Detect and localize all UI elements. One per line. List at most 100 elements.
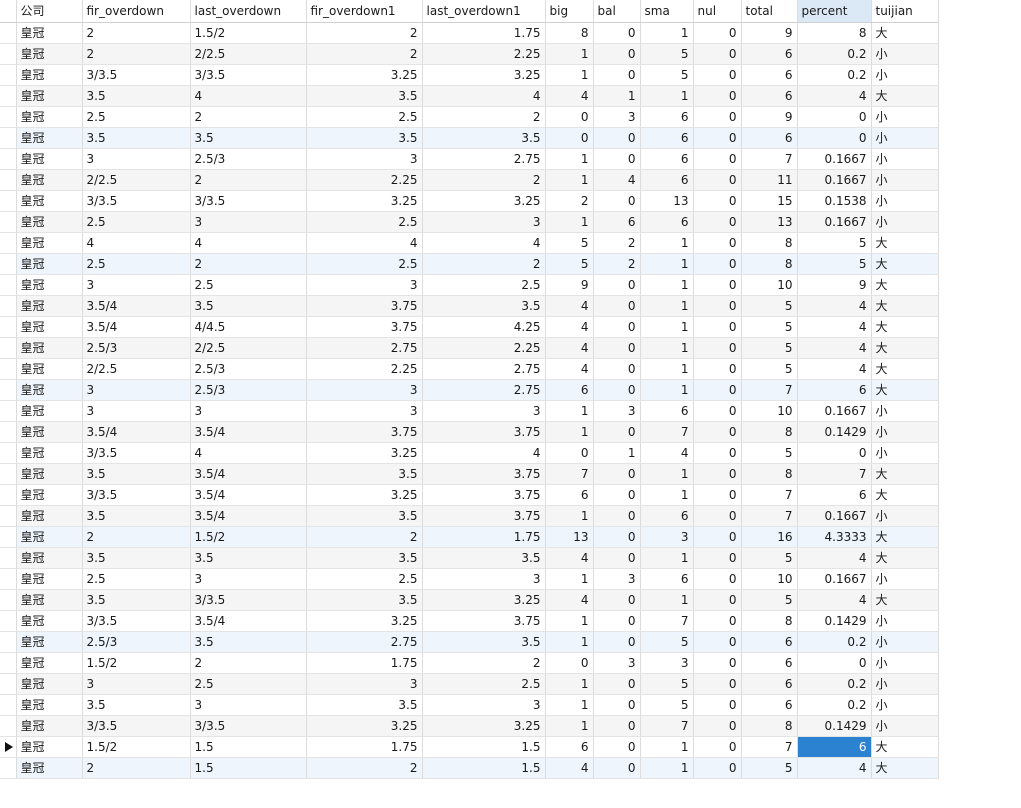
row-indicator[interactable]: [0, 421, 17, 443]
cell-bal[interactable]: 0: [593, 631, 641, 653]
cell-fir-overdown[interactable]: 2.5: [82, 211, 191, 233]
cell-total[interactable]: 8: [741, 253, 798, 275]
cell-last-overdown[interactable]: 1.5: [190, 757, 307, 779]
cell-nul[interactable]: 0: [693, 190, 742, 212]
cell-big[interactable]: 7: [545, 463, 594, 485]
cell-fir-overdown[interactable]: 2: [82, 43, 191, 65]
cell-nul[interactable]: 0: [693, 652, 742, 674]
cell-company[interactable]: 皇冠: [16, 400, 83, 422]
cell-big[interactable]: 1: [545, 169, 594, 191]
cell-big[interactable]: 4: [545, 547, 594, 569]
row-indicator[interactable]: [0, 463, 17, 485]
cell-sma[interactable]: 7: [640, 610, 694, 632]
cell-big[interactable]: 1: [545, 631, 594, 653]
cell-fir-overdown[interactable]: 2.5/3: [82, 337, 191, 359]
cell-bal[interactable]: 0: [593, 190, 641, 212]
cell-big[interactable]: 4: [545, 589, 594, 611]
cell-fir-overdown[interactable]: 3.5: [82, 85, 191, 107]
cell-tuijian[interactable]: 大: [871, 22, 939, 44]
cell-bal[interactable]: 0: [593, 316, 641, 338]
table-row[interactable]: 皇冠 3.5/4 3.5 3.75 3.5 4 0 1 0 5 4 大: [0, 295, 939, 317]
cell-last-overdown[interactable]: 2/2.5: [190, 337, 307, 359]
cell-big[interactable]: 0: [545, 106, 594, 128]
cell-fir-overdown[interactable]: 2.5/3: [82, 631, 191, 653]
cell-last-overdown[interactable]: 1.5: [190, 736, 307, 758]
cell-percent[interactable]: 0.1429: [797, 421, 872, 443]
cell-bal[interactable]: 1: [593, 442, 641, 464]
cell-sma[interactable]: 1: [640, 589, 694, 611]
cell-big[interactable]: 8: [545, 22, 594, 44]
cell-sma[interactable]: 3: [640, 652, 694, 674]
cell-big[interactable]: 6: [545, 379, 594, 401]
cell-total[interactable]: 6: [741, 631, 798, 653]
cell-last-overdown1[interactable]: 2.25: [422, 337, 546, 359]
cell-tuijian[interactable]: 大: [871, 379, 939, 401]
cell-bal[interactable]: 0: [593, 463, 641, 485]
cell-bal[interactable]: 0: [593, 274, 641, 296]
cell-tuijian[interactable]: 小: [871, 211, 939, 233]
cell-company[interactable]: 皇冠: [16, 253, 83, 275]
cell-tuijian[interactable]: 小: [871, 106, 939, 128]
table-row[interactable]: 皇冠 2/2.5 2.5/3 2.25 2.75 4 0 1 0 5 4 大: [0, 358, 939, 380]
cell-fir-overdown1[interactable]: 3.25: [306, 715, 423, 737]
table-row[interactable]: 皇冠 3.5/4 3.5/4 3.75 3.75 1 0 7 0 8 0.1429 小: [0, 421, 939, 443]
cell-last-overdown1[interactable]: 3.75: [422, 505, 546, 527]
cell-nul[interactable]: 0: [693, 22, 742, 44]
cell-nul[interactable]: 0: [693, 484, 742, 506]
row-indicator[interactable]: [0, 526, 17, 548]
cell-fir-overdown1[interactable]: 2: [306, 43, 423, 65]
column-header-bal[interactable]: bal: [593, 0, 641, 23]
cell-bal[interactable]: 6: [593, 211, 641, 233]
cell-bal[interactable]: 0: [593, 673, 641, 695]
cell-total[interactable]: 16: [741, 526, 798, 548]
cell-fir-overdown[interactable]: 3/3.5: [82, 190, 191, 212]
cell-big[interactable]: 6: [545, 484, 594, 506]
cell-percent[interactable]: 6: [797, 736, 872, 758]
cell-nul[interactable]: 0: [693, 358, 742, 380]
cell-percent[interactable]: 4: [797, 337, 872, 359]
cell-nul[interactable]: 0: [693, 337, 742, 359]
cell-fir-overdown1[interactable]: 3.25: [306, 64, 423, 86]
cell-percent[interactable]: 4: [797, 295, 872, 317]
cell-percent[interactable]: 8: [797, 22, 872, 44]
cell-bal[interactable]: 0: [593, 22, 641, 44]
cell-tuijian[interactable]: 小: [871, 127, 939, 149]
column-header-fir-overdown1[interactable]: fir_overdown1: [306, 0, 423, 23]
cell-last-overdown1[interactable]: 3.5: [422, 547, 546, 569]
cell-fir-overdown1[interactable]: 3.25: [306, 484, 423, 506]
cell-fir-overdown[interactable]: 2/2.5: [82, 358, 191, 380]
cell-last-overdown1[interactable]: 3.25: [422, 190, 546, 212]
table-row[interactable]: 皇冠 2 1.5 2 1.5 4 0 1 0 5 4 大: [0, 757, 939, 779]
cell-bal[interactable]: 0: [593, 127, 641, 149]
cell-company[interactable]: 皇冠: [16, 505, 83, 527]
cell-sma[interactable]: 1: [640, 337, 694, 359]
cell-bal[interactable]: 0: [593, 379, 641, 401]
cell-nul[interactable]: 0: [693, 295, 742, 317]
row-indicator[interactable]: [0, 757, 17, 779]
row-indicator[interactable]: [0, 337, 17, 359]
cell-total[interactable]: 11: [741, 169, 798, 191]
cell-fir-overdown[interactable]: 3: [82, 400, 191, 422]
cell-last-overdown1[interactable]: 1.5: [422, 736, 546, 758]
cell-company[interactable]: 皇冠: [16, 673, 83, 695]
cell-total[interactable]: 5: [741, 358, 798, 380]
cell-last-overdown[interactable]: 3: [190, 400, 307, 422]
cell-nul[interactable]: 0: [693, 316, 742, 338]
cell-last-overdown1[interactable]: 1.75: [422, 526, 546, 548]
cell-company[interactable]: 皇冠: [16, 43, 83, 65]
cell-sma[interactable]: 6: [640, 106, 694, 128]
cell-sma[interactable]: 7: [640, 421, 694, 443]
cell-sma[interactable]: 7: [640, 715, 694, 737]
cell-fir-overdown1[interactable]: 4: [306, 232, 423, 254]
table-row[interactable]: 皇冠 2 2/2.5 2 2.25 1 0 5 0 6 0.2 小: [0, 43, 939, 65]
cell-bal[interactable]: 1: [593, 85, 641, 107]
cell-last-overdown1[interactable]: 3.25: [422, 715, 546, 737]
cell-total[interactable]: 8: [741, 232, 798, 254]
cell-fir-overdown1[interactable]: 3.5: [306, 589, 423, 611]
cell-last-overdown[interactable]: 3.5: [190, 127, 307, 149]
cell-fir-overdown1[interactable]: 3.75: [306, 295, 423, 317]
cell-fir-overdown[interactable]: 3.5: [82, 505, 191, 527]
row-indicator[interactable]: [0, 442, 17, 464]
row-indicator[interactable]: [0, 715, 17, 737]
